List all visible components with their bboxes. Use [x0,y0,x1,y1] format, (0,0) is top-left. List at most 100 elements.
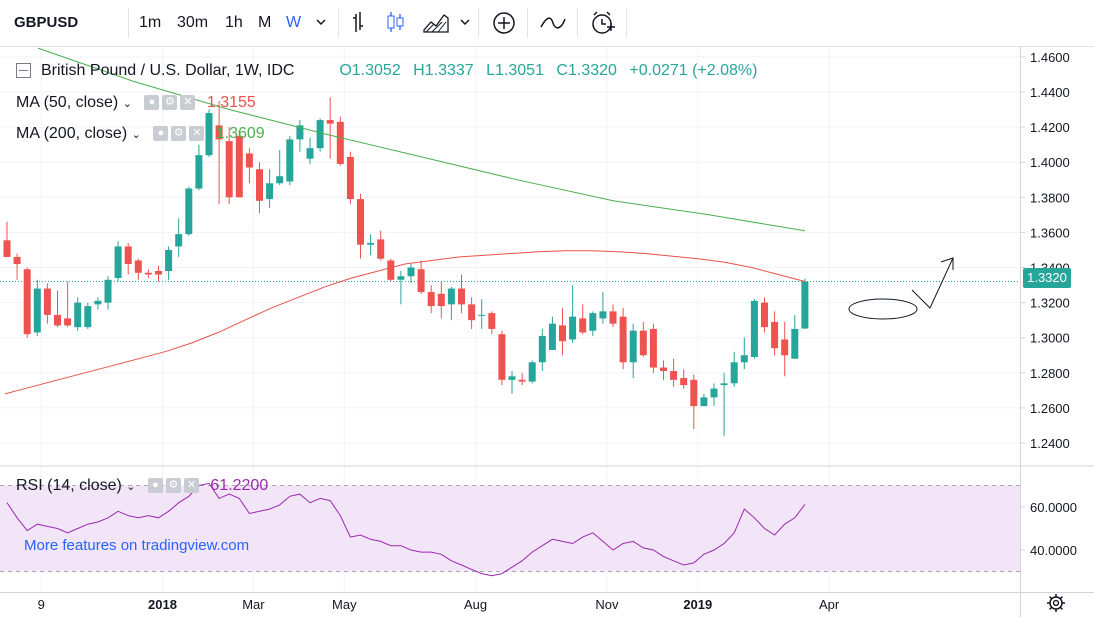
candle [316,118,324,152]
candle [629,323,637,379]
candle-body [326,120,334,124]
interval-30m-button[interactable]: 30m [177,14,209,31]
toolbar-divider [338,8,339,38]
candle-body [710,388,718,398]
drawings[interactable] [848,257,954,320]
arrow-annotation[interactable] [911,257,954,309]
price-tick-label: 1.2400 [1030,436,1070,451]
candle [54,290,61,328]
candle-body [64,318,72,326]
candle-body [235,135,243,198]
ma200-controls[interactable]: ● ⚙ ✕ [153,125,207,143]
candle [165,246,173,280]
candle-body [346,156,354,200]
compare-button[interactable] [491,0,517,46]
rsi-tick-label: 40.0000 [1030,543,1077,558]
bar-chart-icon [353,12,363,32]
gear-icon[interactable]: ⚙ [171,126,187,142]
candle-body [144,272,152,275]
candle-body [720,383,728,386]
symbol-search-button[interactable]: GBPUSD [14,14,79,31]
ma50-legend[interactable]: MA (50, close) ⌄ ● ⚙ ✕ 1.3155 [16,94,256,112]
ma50-controls[interactable]: ● ⚙ ✕ [144,94,198,112]
candle [64,281,72,328]
rsi-controls[interactable]: ● ⚙ ✕ [147,477,202,495]
candle-body [155,271,162,275]
eye-icon[interactable]: ● [147,478,163,494]
candle-body [266,183,274,200]
candle [599,292,607,324]
ellipse-annotation[interactable] [848,298,918,320]
candle-body [185,188,193,235]
candle [346,151,354,205]
candle [256,162,263,214]
candle [266,169,274,208]
candle-body [700,397,708,407]
eye-icon[interactable]: ● [153,126,169,142]
chevron-down-icon: ⌄ [126,481,136,494]
gear-icon[interactable]: ⚙ [165,478,181,494]
candle-body [54,314,61,326]
interval-month-button[interactable]: M [258,14,272,31]
candle-body [619,316,627,363]
rsi-value: 61.2200 [210,477,269,495]
eye-icon[interactable]: ● [144,95,160,111]
candle-body [528,362,536,382]
rsi-line [6,482,806,577]
rsi-tick-label: 60.0000 [1030,500,1077,515]
tradingview-watermark[interactable]: More features on tradingview.com [24,537,250,554]
candle-body [740,355,748,363]
candle-body [579,318,587,333]
candle-body [286,139,294,182]
candle-body [377,239,385,259]
candle [114,241,122,282]
close-icon[interactable]: ✕ [183,478,199,494]
candle [680,369,688,389]
candle-body [43,288,51,315]
candle [397,271,405,305]
price-tick-label: 1.3800 [1030,190,1070,205]
interval-1m-button[interactable]: 1m [139,14,162,31]
price-tick-label: 1.3200 [1030,296,1070,311]
candle-body [13,256,21,264]
candle [296,120,304,152]
close-icon[interactable]: ✕ [189,126,205,142]
alert-button[interactable] [589,0,617,46]
candle [104,276,112,310]
interval-1h-button[interactable]: 1h [225,14,243,31]
ma50-value: 1.3155 [206,94,256,112]
candle [336,116,344,166]
candle [407,263,415,284]
price-tick-label: 1.3600 [1030,225,1070,240]
candles-button[interactable] [385,0,407,46]
candle [761,297,768,333]
indicators-button[interactable] [539,0,567,46]
candle-body [498,334,506,380]
settings-gear-icon[interactable] [1047,594,1065,612]
chart-type-dropdown-button[interactable] [458,0,472,46]
collapse-legend-icon[interactable] [16,63,31,79]
interval-week-button[interactable]: W [286,14,302,31]
candle [195,144,203,191]
candle [781,321,789,377]
interval-dropdown-button[interactable] [314,0,328,46]
candle [559,307,566,356]
price-change: +0.0271 (+2.08%) [629,62,758,79]
candle-body [730,362,738,384]
ma200-legend[interactable]: MA (200, close) ⌄ ● ⚙ ✕ 1.3609 [16,125,265,143]
area-chart-button[interactable] [422,0,450,46]
bar-chart-button[interactable] [350,0,372,46]
area-chart-icon [423,14,449,33]
candle-body [256,169,263,201]
candle [124,242,132,275]
gear-icon[interactable]: ⚙ [162,95,178,111]
close-icon[interactable]: ✕ [180,95,196,111]
candle [660,360,667,380]
candle [33,279,41,336]
candle [43,283,51,324]
candle-body [175,234,183,247]
rsi-legend[interactable]: RSI (14, close) ⌄ ● ⚙ ✕ 61.2200 [16,477,268,495]
plus-circle-icon [493,12,515,34]
candle-body [569,316,577,340]
